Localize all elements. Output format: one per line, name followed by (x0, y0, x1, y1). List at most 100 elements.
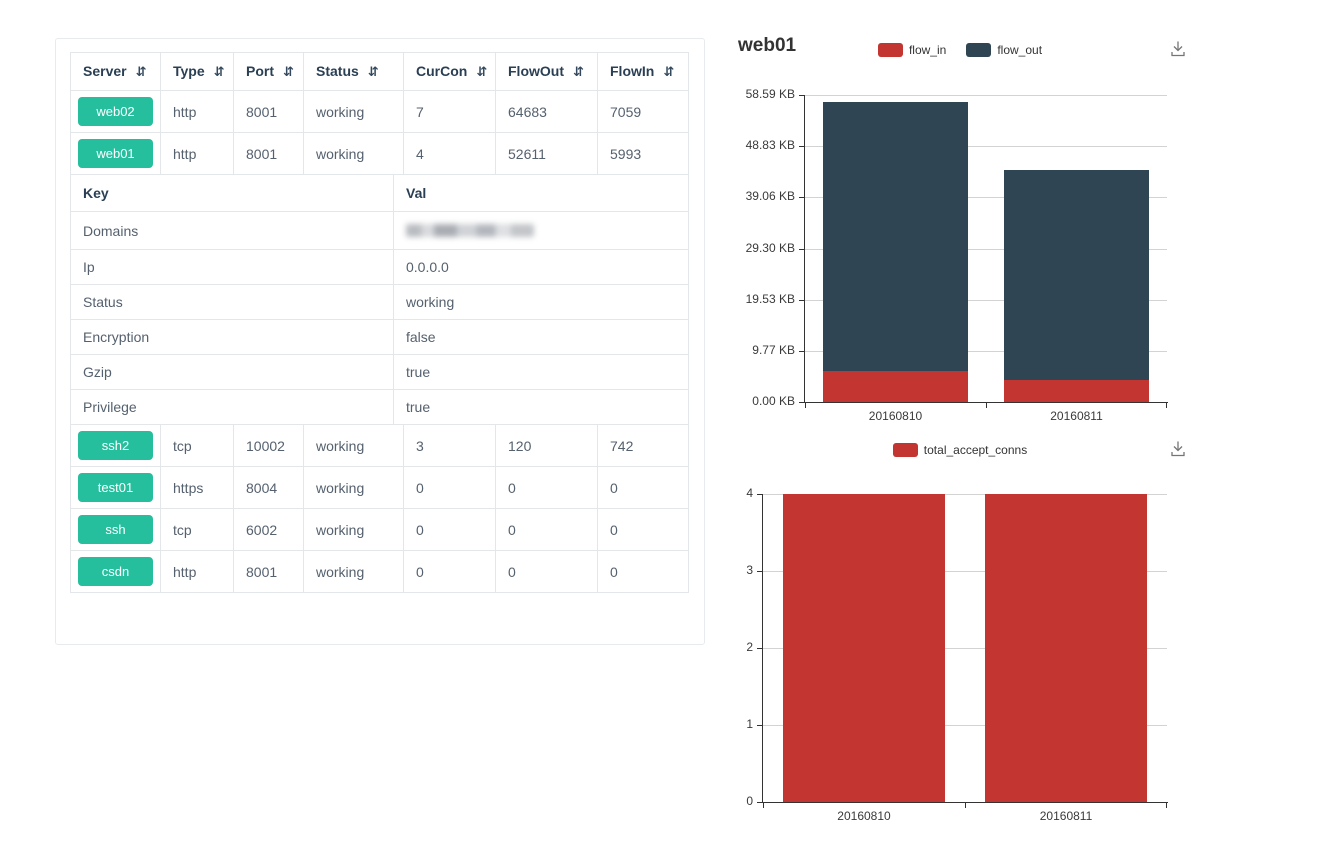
curcon-cell: 0 (403, 466, 496, 509)
y-axis-label: 48.83 KB (745, 138, 795, 153)
bar-total_accept_conns-20160811[interactable] (985, 494, 1147, 802)
key-value-table: Key Val Domains Ip 0.0.0.0 Status working Enc… (70, 174, 689, 425)
bar-flow_out-20160811[interactable] (1004, 169, 1149, 380)
sort-icon[interactable]: ⇵ (283, 65, 294, 80)
server-tag[interactable]: web01 (78, 139, 153, 168)
x-axis-line (762, 802, 1168, 803)
column-header-port[interactable]: Port ⇵ (233, 52, 304, 91)
server-tag[interactable]: ssh (78, 515, 153, 544)
y-axis-tick (799, 299, 804, 301)
legend-label: flow_out (997, 43, 1043, 57)
server-cell: ssh2 (70, 424, 161, 467)
flowin-cell: 0 (597, 508, 689, 551)
status-cell: working (303, 508, 404, 551)
chart-title: web01 (738, 35, 797, 56)
save-image-icon[interactable] (1168, 439, 1188, 459)
server-tag[interactable]: web02 (78, 97, 153, 126)
flowout-cell: 0 (495, 550, 598, 593)
status-cell: working (303, 424, 404, 467)
table-row: csdn http 8001 working 0 0 0 (70, 550, 689, 593)
bar-flow_in-20160810[interactable] (823, 371, 968, 402)
type-cell: tcp (160, 508, 234, 551)
kv-header-key: Key (70, 174, 394, 212)
x-axis-label: 20160811 (1039, 809, 1093, 823)
type-cell: https (160, 466, 234, 509)
port-cell: 10002 (233, 424, 304, 467)
flowout-cell: 52611 (495, 132, 598, 175)
save-image-icon[interactable] (1168, 39, 1188, 59)
column-header-curcon[interactable]: CurCon ⇵ (403, 52, 496, 91)
y-axis-label: 19.53 KB (745, 291, 795, 306)
gridline (805, 146, 1167, 148)
y-axis-label: 29.30 KB (745, 240, 795, 255)
gridline (763, 571, 1167, 572)
server-tag[interactable]: ssh2 (78, 431, 153, 460)
x-axis-line (804, 402, 1168, 403)
column-header-flowin[interactable]: FlowIn ⇵ (597, 52, 689, 91)
y-axis-label: 1 (746, 717, 753, 731)
y-axis-tick (757, 494, 762, 495)
gridline (763, 648, 1167, 649)
sort-icon[interactable]: ⇵ (663, 65, 674, 80)
column-header-flowout[interactable]: FlowOut ⇵ (495, 52, 598, 91)
key-value-row: Ip 0.0.0.0 (70, 249, 689, 285)
column-header-status[interactable]: Status ⇵ (303, 52, 404, 91)
kv-key-cell: Ip (70, 249, 394, 285)
server-tag[interactable]: csdn (78, 557, 153, 586)
bar-flow_in-20160811[interactable] (1004, 380, 1149, 402)
gridline (763, 494, 1167, 495)
y-axis-tick (799, 248, 804, 250)
legend-label: flow_in (908, 43, 947, 57)
bar-flow_out-20160810[interactable] (823, 102, 968, 372)
curcon-cell: 4 (403, 132, 496, 175)
redacted-value (406, 224, 534, 237)
table-row: ssh tcp 6002 working 0 0 0 (70, 508, 689, 551)
column-header-server[interactable]: Server ⇵ (70, 52, 161, 91)
kv-key-cell: Encryption (70, 319, 394, 355)
sort-icon[interactable]: ⇵ (476, 65, 487, 80)
sort-icon[interactable]: ⇵ (573, 65, 584, 80)
sort-icon[interactable]: ⇵ (367, 65, 379, 80)
legend-item-total_accept_conns[interactable]: total_accept_conns (892, 443, 1028, 457)
y-axis-label: 4 (746, 486, 753, 500)
flow_out-legend-swatch (966, 43, 992, 57)
x-axis-tick (1166, 803, 1167, 808)
legend-item-flow_out[interactable]: flow_out (966, 43, 1042, 57)
flow_in-legend-swatch (877, 43, 903, 57)
legend-item-flow_in[interactable]: flow_in (877, 43, 947, 57)
column-label: Type (173, 63, 205, 79)
gridline (763, 725, 1167, 726)
key-value-row: Privilege true (70, 389, 689, 425)
kv-key-cell: Gzip (70, 354, 394, 390)
key-value-header-row: Key Val (70, 174, 689, 212)
server-tag[interactable]: test01 (78, 473, 153, 502)
table-row: test01 https 8004 working 0 0 0 (70, 466, 689, 509)
x-axis-tick (965, 803, 966, 808)
sort-icon[interactable]: ⇵ (213, 65, 225, 80)
gridline (805, 299, 1167, 301)
total_accept_conns-legend-swatch (892, 443, 918, 457)
y-axis-tick (757, 571, 762, 572)
charts-panel: web01 flow_in flow_out 0.00 KB 9.77 KB 19.5… (730, 30, 1190, 842)
kv-key-cell: Status (70, 284, 394, 320)
x-axis-tick (986, 403, 987, 408)
kv-val-cell (393, 211, 689, 250)
kv-header-val: Val (393, 174, 689, 212)
server-table-header-row: Server ⇵ Type ⇵ Port ⇵ Status ⇵ CurCon ⇵ FlowOut ⇵ F… (70, 52, 689, 91)
server-cell: test01 (70, 466, 161, 509)
bar-total_accept_conns-20160810[interactable] (783, 494, 945, 802)
legend-label: total_accept_conns (923, 443, 1028, 457)
x-axis-tick (805, 403, 806, 408)
y-axis-label: 2 (746, 640, 753, 654)
y-axis-tick (799, 95, 804, 96)
y-axis-line (804, 95, 805, 402)
port-cell: 8001 (233, 90, 304, 133)
flowin-cell: 5993 (597, 132, 689, 175)
type-cell: http (160, 132, 234, 175)
curcon-cell: 3 (403, 424, 496, 467)
sort-icon[interactable]: ⇵ (135, 65, 147, 80)
column-header-type[interactable]: Type ⇵ (160, 52, 234, 91)
flowin-cell: 7059 (597, 90, 689, 133)
key-value-row: Encryption false (70, 319, 689, 355)
column-label: FlowIn (610, 63, 655, 79)
